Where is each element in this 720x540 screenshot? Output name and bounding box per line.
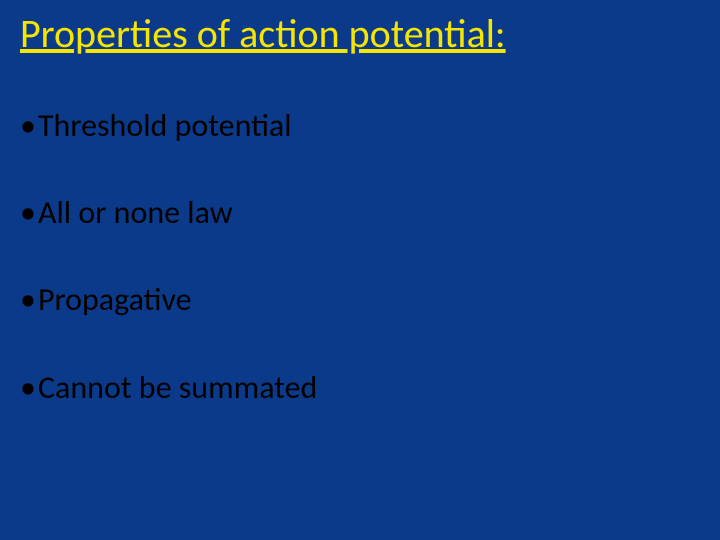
bullet-list: Threshold potential All or none law Prop… <box>20 108 700 405</box>
list-item: Threshold potential <box>20 108 700 143</box>
list-item: Cannot be summated <box>20 370 700 405</box>
list-item: Propagative <box>20 282 700 317</box>
list-item: All or none law <box>20 195 700 230</box>
slide-title: Properties of action potential: <box>20 10 700 58</box>
slide: Properties of action potential: Threshol… <box>0 0 720 540</box>
